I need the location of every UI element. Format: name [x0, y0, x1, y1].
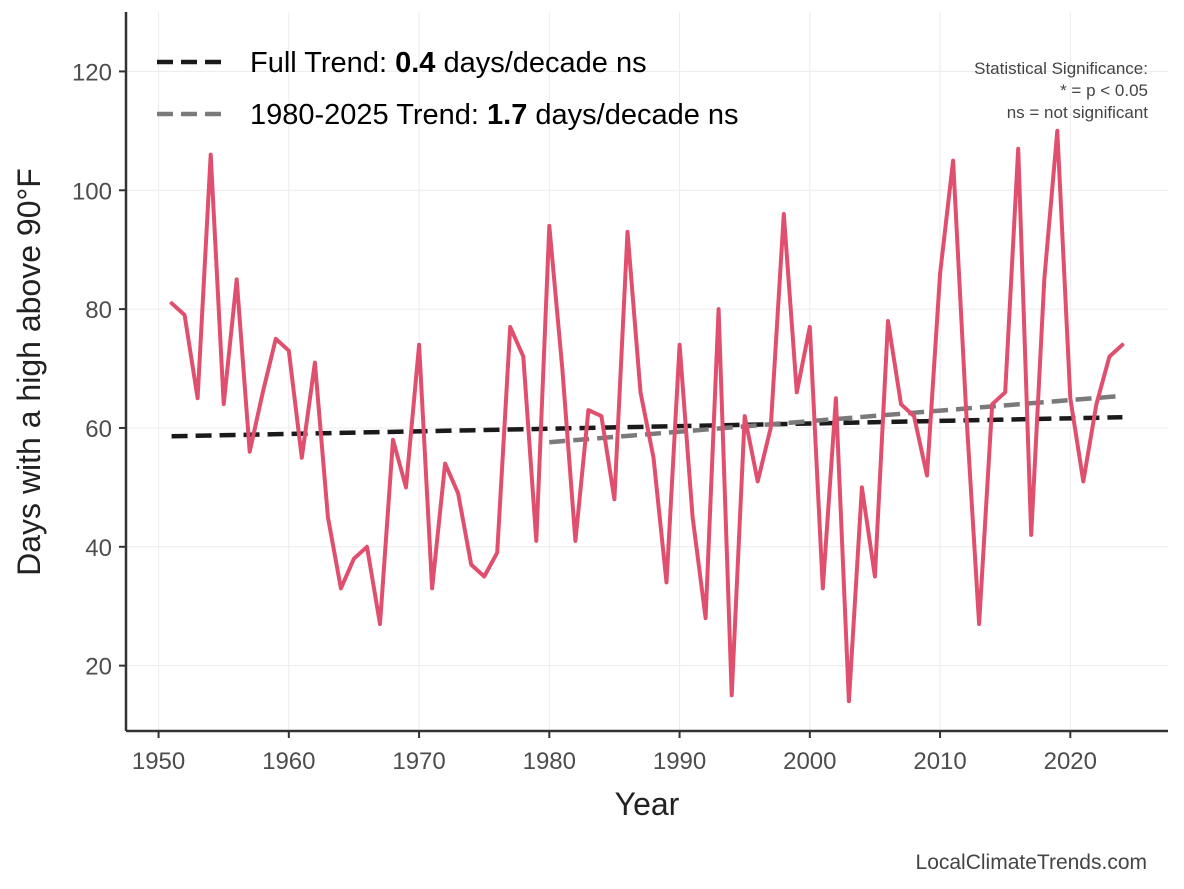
legend-suffix-full-trend: days/decade ns [435, 47, 646, 79]
significance-note-line-2: * = p < 0.05 [1060, 81, 1148, 100]
trend-lines [171, 393, 1123, 445]
y-tick-label-60: 60 [85, 416, 112, 443]
legend-label-full-trend: Full Trend: 0.4 days/decade ns [250, 47, 647, 79]
x-tick-label-1970: 1970 [392, 748, 445, 775]
y-ticks: 20 40 60 80 100 120 [72, 59, 126, 681]
axes [124, 12, 1168, 733]
trend-line-full [171, 415, 1123, 439]
x-tick-label-2020: 2020 [1044, 748, 1097, 775]
significance-note-line-3: ns = not significant [1007, 103, 1149, 122]
x-axis-title: Year [615, 786, 680, 822]
series-line-0 [169, 128, 1125, 704]
x-tick-label-2010: 2010 [913, 748, 966, 775]
legend: Full Trend: 0.4 days/decade ns 1980-2025… [157, 47, 739, 131]
credit-text: LocalClimateTrends.com [916, 851, 1147, 874]
legend-suffix-1980-trend: days/decade ns [527, 99, 738, 131]
legend-label-1980-trend: 1980-2025 Trend: 1.7 days/decade ns [250, 99, 739, 131]
x-tick-label-1990: 1990 [653, 748, 706, 775]
y-tick-label-100: 100 [72, 178, 112, 205]
legend-prefix-full-trend: Full Trend: [250, 47, 395, 79]
y-tick-label-40: 40 [85, 535, 112, 562]
y-tick-label-20: 20 [85, 654, 112, 681]
x-tick-label-1960: 1960 [262, 748, 315, 775]
x-tick-label-2000: 2000 [783, 748, 836, 775]
legend-value-1980-trend: 1.7 [487, 99, 527, 131]
x-tick-label-1950: 1950 [132, 748, 185, 775]
x-ticks: 1950 1960 1970 1980 1990 2000 2010 2020 [132, 731, 1097, 775]
legend-prefix-1980-trend: 1980-2025 Trend: [250, 99, 487, 131]
y-tick-label-80: 80 [85, 297, 112, 324]
x-tick-label-1980: 1980 [523, 748, 576, 775]
significance-note: Statistical Significance: * = p < 0.05 n… [974, 59, 1148, 122]
legend-value-full-trend: 0.4 [395, 47, 435, 79]
y-axis-title: Days with a high above 90°F [11, 168, 47, 576]
significance-note-line-1: Statistical Significance: [974, 59, 1148, 78]
y-tick-label-120: 120 [72, 59, 112, 86]
series-lines [169, 128, 1125, 704]
